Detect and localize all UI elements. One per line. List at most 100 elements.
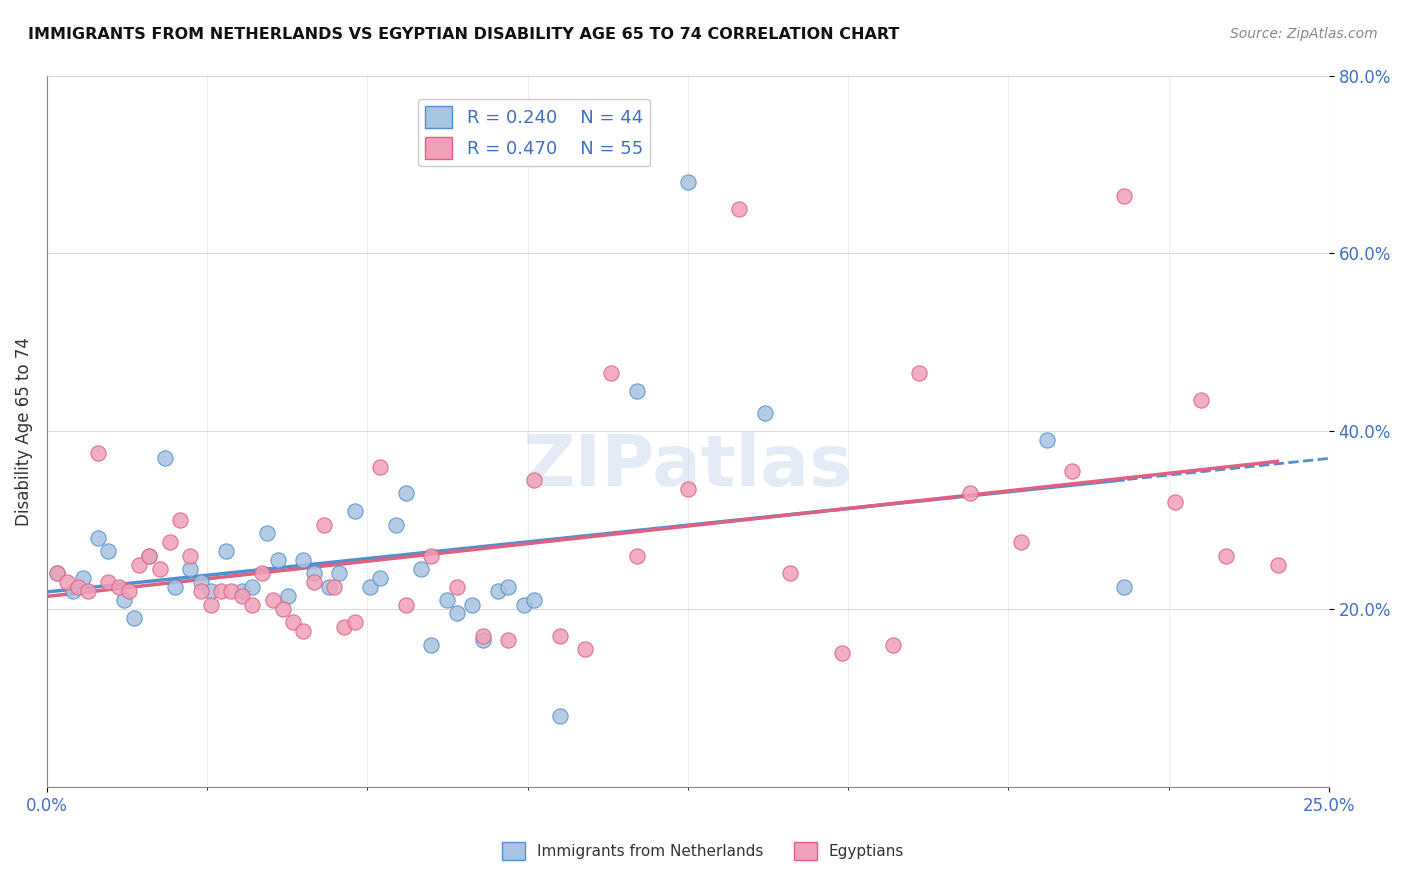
Point [292, 553, 315, 567]
Point [46, 566, 69, 581]
Point [328, 566, 350, 581]
Point [266, 553, 288, 567]
Point [343, 504, 366, 518]
Point [302, 575, 325, 590]
Point [368, 571, 391, 585]
Point [1189, 392, 1212, 407]
Point [436, 593, 458, 607]
Text: IMMIGRANTS FROM NETHERLANDS VS EGYPTIAN DISABILITY AGE 65 TO 74 CORRELATION CHAR: IMMIGRANTS FROM NETHERLANDS VS EGYPTIAN … [28, 27, 900, 42]
Point [271, 602, 294, 616]
Point [471, 629, 494, 643]
Point [1215, 549, 1237, 563]
Point [728, 202, 751, 216]
Point [190, 575, 212, 590]
Point [262, 593, 284, 607]
Point [153, 450, 176, 465]
Point [513, 598, 536, 612]
Point [215, 544, 238, 558]
Point [523, 593, 546, 607]
Point [149, 562, 172, 576]
Point [240, 598, 263, 612]
Point [548, 629, 571, 643]
Point [169, 513, 191, 527]
Point [56, 575, 79, 590]
Point [159, 535, 181, 549]
Legend: Immigrants from Netherlands, Egyptians: Immigrants from Netherlands, Egyptians [495, 836, 911, 866]
Point [461, 598, 484, 612]
Point [252, 566, 274, 581]
Text: ZIPatlas: ZIPatlas [523, 433, 853, 501]
Point [831, 647, 853, 661]
Point [411, 562, 433, 576]
Point [256, 526, 278, 541]
Point [882, 638, 904, 652]
Point [72, 571, 94, 585]
Point [231, 584, 253, 599]
Point [118, 584, 141, 599]
Point [138, 549, 160, 563]
Point [395, 486, 418, 500]
Point [754, 406, 776, 420]
Point [200, 584, 222, 599]
Point [112, 593, 135, 607]
Point [179, 562, 201, 576]
Point [277, 589, 299, 603]
Point [200, 598, 222, 612]
Point [302, 566, 325, 581]
Point [209, 584, 232, 599]
Point [1112, 188, 1135, 202]
Point [1112, 580, 1135, 594]
Point [312, 517, 335, 532]
Point [907, 367, 929, 381]
Point [66, 580, 89, 594]
Point [77, 584, 100, 599]
Y-axis label: Disability Age 65 to 74: Disability Age 65 to 74 [15, 337, 32, 525]
Point [959, 486, 981, 500]
Point [240, 580, 263, 594]
Point [318, 580, 340, 594]
Point [122, 611, 145, 625]
Point [333, 620, 356, 634]
Point [138, 549, 160, 563]
Point [420, 549, 443, 563]
Point [368, 459, 391, 474]
Point [46, 566, 69, 581]
Point [1010, 535, 1032, 549]
Point [600, 367, 623, 381]
Point [1062, 464, 1084, 478]
Point [107, 580, 129, 594]
Point [471, 633, 494, 648]
Point [446, 607, 468, 621]
Legend: R = 0.240    N = 44, R = 0.470    N = 55: R = 0.240 N = 44, R = 0.470 N = 55 [418, 99, 650, 166]
Point [574, 642, 596, 657]
Point [128, 558, 150, 572]
Point [523, 473, 546, 487]
Point [359, 580, 381, 594]
Point [498, 580, 520, 594]
Point [343, 615, 366, 630]
Point [498, 633, 520, 648]
Point [626, 384, 648, 399]
Point [281, 615, 304, 630]
Point [87, 446, 110, 460]
Point [486, 584, 509, 599]
Point [395, 598, 418, 612]
Point [1164, 495, 1187, 509]
Point [384, 517, 406, 532]
Point [1267, 558, 1289, 572]
Point [87, 531, 110, 545]
Point [446, 580, 468, 594]
Point [323, 580, 346, 594]
Point [179, 549, 201, 563]
Point [626, 549, 648, 563]
Point [97, 544, 120, 558]
Point [62, 584, 84, 599]
Point [231, 589, 253, 603]
Point [779, 566, 801, 581]
Point [97, 575, 120, 590]
Point [420, 638, 443, 652]
Point [190, 584, 212, 599]
Point [221, 584, 243, 599]
Point [548, 708, 571, 723]
Point [676, 482, 699, 496]
